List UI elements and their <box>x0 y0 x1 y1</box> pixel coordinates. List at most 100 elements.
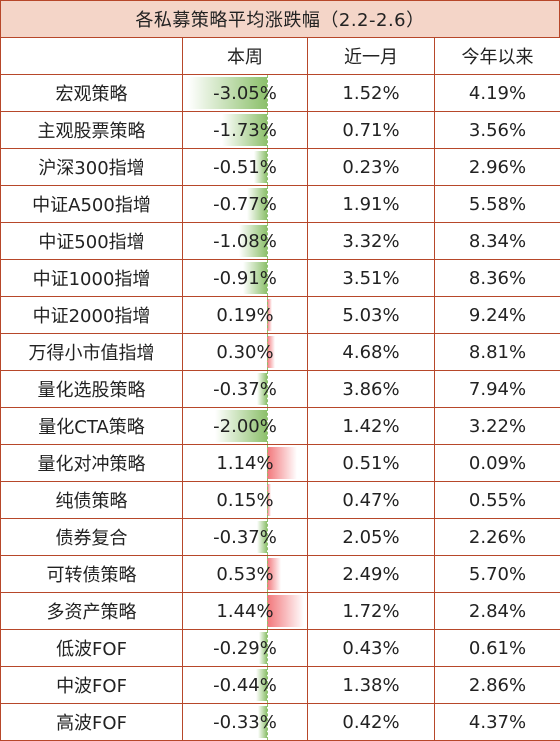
month-return-cell: 0.42% <box>307 703 435 741</box>
week-return-cell: -0.77% <box>182 185 308 223</box>
table-row: 多资产策略 1.44% 1.72% 2.84% <box>0 592 560 630</box>
data-bar-axis <box>267 519 268 555</box>
data-bar-axis <box>267 667 268 703</box>
ytd-return-cell: 4.19% <box>434 74 560 112</box>
ytd-return-cell: 0.61% <box>434 629 560 667</box>
table-row: 中证2000指增 0.19% 5.03% 9.24% <box>0 296 560 334</box>
ytd-return-cell: 3.56% <box>434 111 560 149</box>
strategy-name-cell: 中证500指增 <box>0 222 183 260</box>
month-return-cell: 1.72% <box>307 592 435 630</box>
week-return-cell: -1.73% <box>182 111 308 149</box>
week-data-bar <box>267 595 305 627</box>
month-return-cell: 3.51% <box>307 259 435 297</box>
data-bar-axis <box>267 297 268 333</box>
ytd-return-cell: 3.22% <box>434 407 560 445</box>
month-return-cell: 0.71% <box>307 111 435 149</box>
data-bar-axis <box>267 593 268 629</box>
ytd-return-cell: 8.36% <box>434 259 560 297</box>
week-data-bar <box>257 521 267 553</box>
month-return-cell: 3.86% <box>307 370 435 408</box>
week-return-value: -1.08% <box>213 230 277 252</box>
week-return-value: 0.19% <box>216 304 274 326</box>
week-data-bar <box>187 77 267 109</box>
header-week: 本周 <box>182 37 308 75</box>
table-row: 主观股票策略 -1.73% 0.71% 3.56% <box>0 111 560 149</box>
strategy-returns-table: 本周 近一月 今年以来 宏观策略 -3.05% 1.52% 4.19% 主观股票策略 -1… <box>0 37 560 741</box>
week-return-cell: 0.53% <box>182 555 308 593</box>
week-return-cell: -3.05% <box>182 74 308 112</box>
week-return-cell: 1.14% <box>182 444 308 482</box>
data-bar-axis <box>267 482 268 518</box>
week-data-bar <box>258 706 267 738</box>
month-return-cell: 0.47% <box>307 481 435 519</box>
week-return-value: -0.37% <box>213 378 277 400</box>
ytd-return-cell: 9.24% <box>434 296 560 334</box>
week-return-cell: -1.08% <box>182 222 308 260</box>
week-data-bar <box>243 262 267 294</box>
month-return-cell: 3.32% <box>307 222 435 260</box>
week-return-value: -2.00% <box>213 415 277 437</box>
week-return-value: 0.15% <box>216 489 274 511</box>
data-bar-axis <box>267 371 268 407</box>
month-return-cell: 2.49% <box>307 555 435 593</box>
data-bar-axis <box>267 334 268 370</box>
week-data-bar <box>267 336 275 368</box>
month-return-cell: 4.68% <box>307 333 435 371</box>
table-row: 纯债策略 0.15% 0.47% 0.55% <box>0 481 560 519</box>
week-return-cell: -0.44% <box>182 666 308 704</box>
strategy-name-cell: 万得小市值指增 <box>0 333 183 371</box>
data-bar-axis <box>267 112 268 148</box>
month-return-cell: 1.91% <box>307 185 435 223</box>
week-return-value: 0.53% <box>216 563 274 585</box>
data-bar-axis <box>267 408 268 444</box>
ytd-return-cell: 0.55% <box>434 481 560 519</box>
week-return-value: -0.44% <box>213 674 277 696</box>
data-bar-axis <box>267 75 268 111</box>
ytd-return-cell: 0.09% <box>434 444 560 482</box>
strategy-name-cell: 多资产策略 <box>0 592 183 630</box>
data-bar-axis <box>267 704 268 740</box>
week-return-value: -0.33% <box>213 711 277 733</box>
week-data-bar <box>253 151 267 183</box>
week-data-bar <box>257 373 267 405</box>
ytd-return-cell: 2.96% <box>434 148 560 186</box>
week-data-bar <box>255 669 267 701</box>
table-row: 万得小市值指增 0.30% 4.68% 8.81% <box>0 333 560 371</box>
week-return-value: -0.37% <box>213 526 277 548</box>
table-row: 宏观策略 -3.05% 1.52% 4.19% <box>0 74 560 112</box>
week-return-cell: 0.30% <box>182 333 308 371</box>
ytd-return-cell: 8.34% <box>434 222 560 260</box>
strategy-name-cell: 中证1000指增 <box>0 259 183 297</box>
table-row: 中证A500指增 -0.77% 1.91% 5.58% <box>0 185 560 223</box>
week-return-cell: 1.44% <box>182 592 308 630</box>
data-bar-axis <box>267 445 268 481</box>
month-return-cell: 5.03% <box>307 296 435 334</box>
week-return-cell: -2.00% <box>182 407 308 445</box>
week-return-cell: -0.51% <box>182 148 308 186</box>
header-strategy <box>0 37 183 75</box>
week-return-cell: -0.33% <box>182 703 308 741</box>
table-row: 低波FOF -0.29% 0.43% 0.61% <box>0 629 560 667</box>
strategy-name-cell: 量化对冲策略 <box>0 444 183 482</box>
data-bar-axis <box>267 556 268 592</box>
week-return-cell: -0.91% <box>182 259 308 297</box>
week-return-value: 1.44% <box>216 600 274 622</box>
strategy-name-cell: 中证A500指增 <box>0 185 183 223</box>
strategy-name-cell: 可转债策略 <box>0 555 183 593</box>
month-return-cell: 2.05% <box>307 518 435 556</box>
month-return-cell: 1.52% <box>307 74 435 112</box>
week-return-cell: 0.19% <box>182 296 308 334</box>
table-row: 量化选股策略 -0.37% 3.86% 7.94% <box>0 370 560 408</box>
table-row: 高波FOF -0.33% 0.42% 4.37% <box>0 703 560 741</box>
week-data-bar <box>267 299 272 331</box>
table-row: 量化对冲策略 1.14% 0.51% 0.09% <box>0 444 560 482</box>
table-row: 中证1000指增 -0.91% 3.51% 8.36% <box>0 259 560 297</box>
ytd-return-cell: 2.86% <box>434 666 560 704</box>
strategy-name-cell: 高波FOF <box>0 703 183 741</box>
table-row: 债券复合 -0.37% 2.05% 2.26% <box>0 518 560 556</box>
month-return-cell: 0.51% <box>307 444 435 482</box>
strategy-name-cell: 沪深300指增 <box>0 148 183 186</box>
week-return-value: -0.77% <box>213 193 277 215</box>
data-bar-axis <box>267 260 268 296</box>
